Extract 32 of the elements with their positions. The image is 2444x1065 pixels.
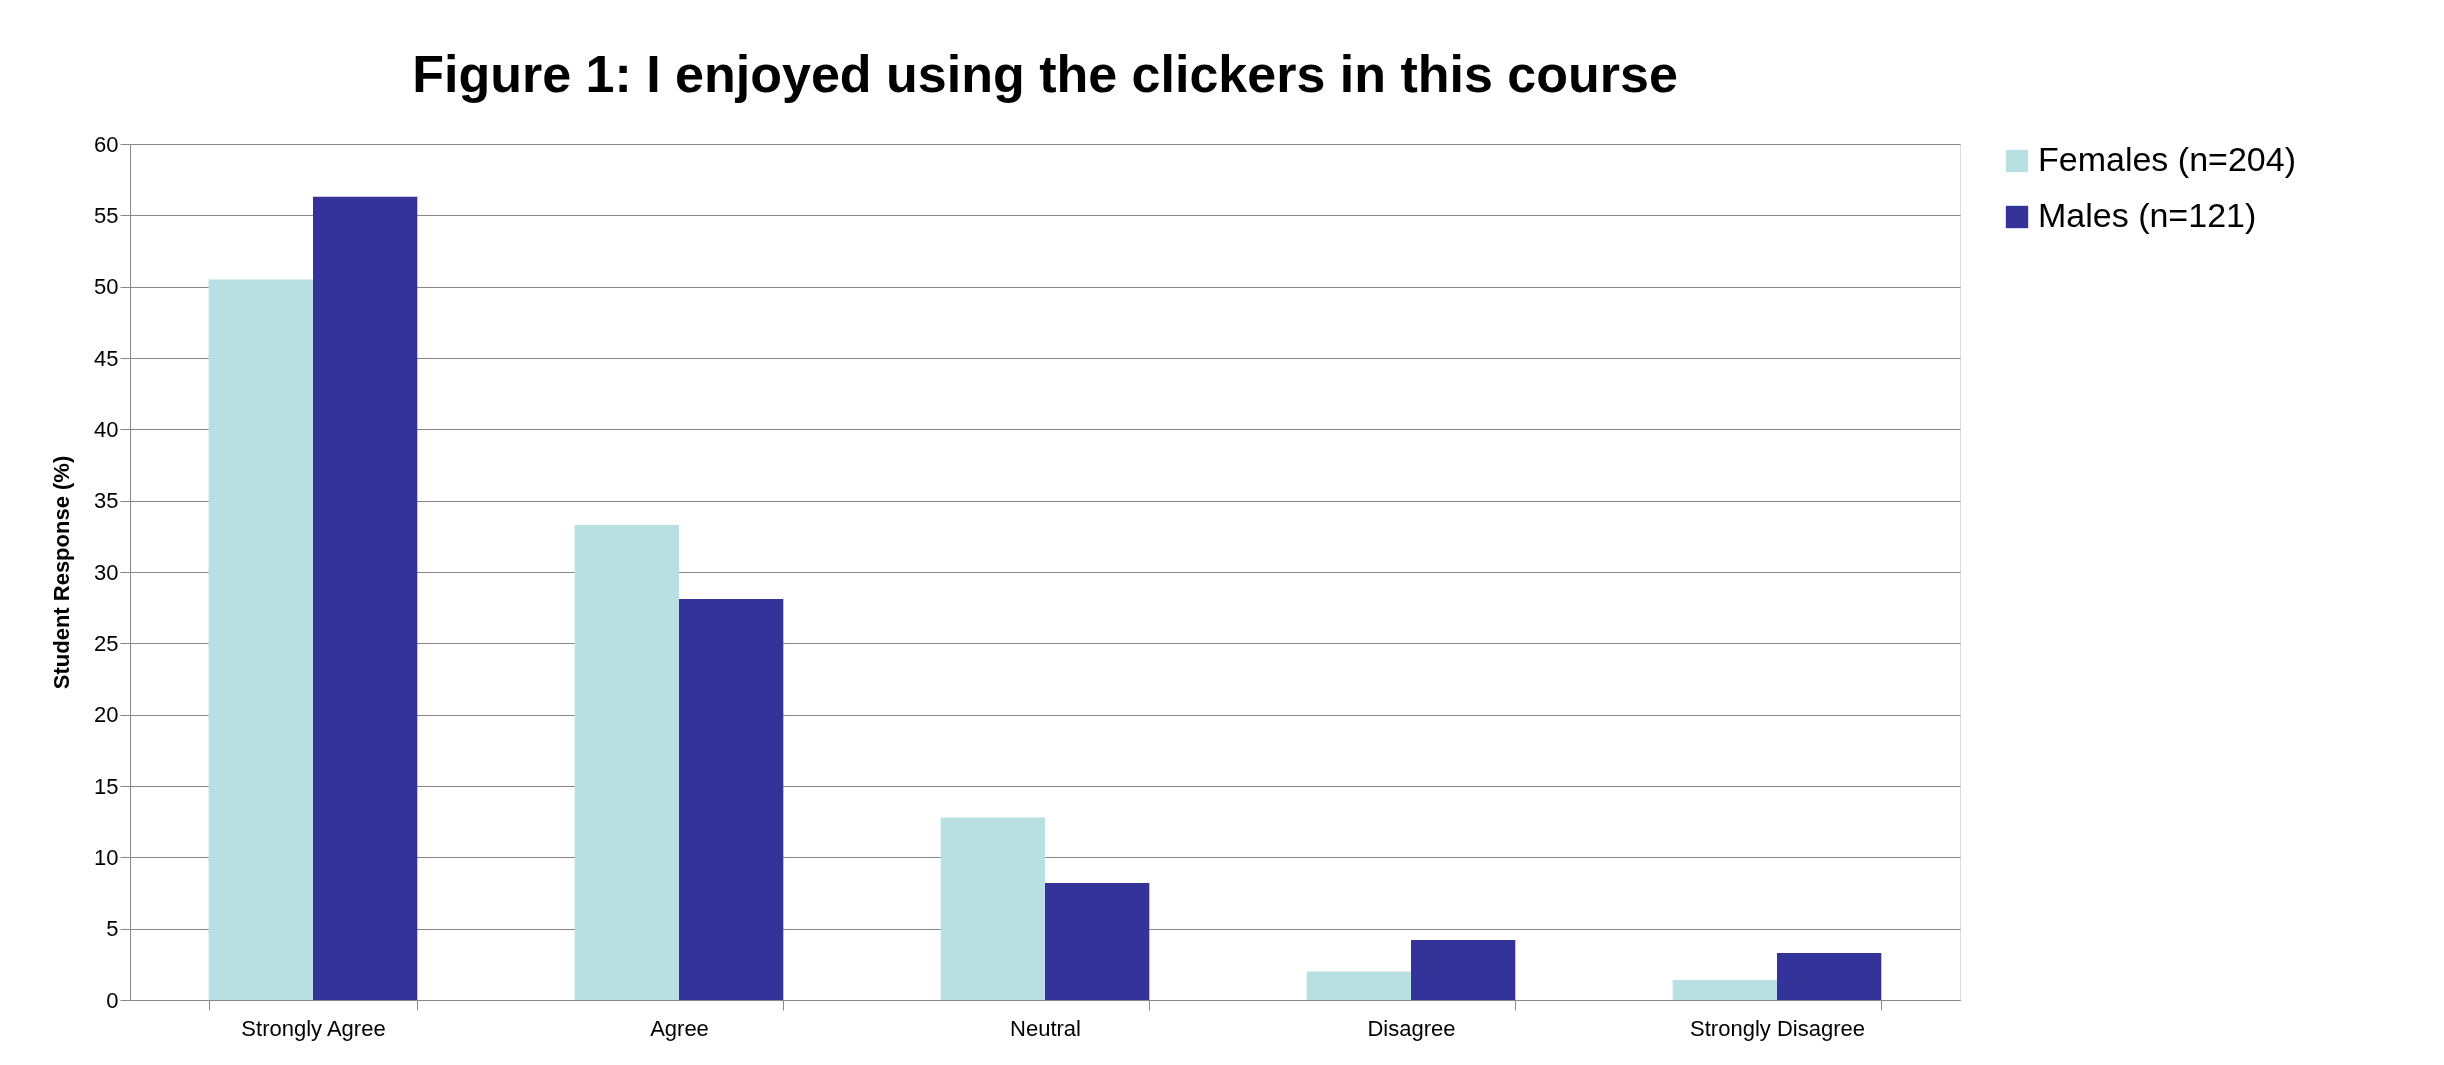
- y-axis-title: Student Response (%): [49, 455, 75, 690]
- y-tick-label: 55: [94, 202, 119, 228]
- bar: [940, 817, 1045, 1000]
- y-tick-label: 30: [94, 559, 119, 585]
- bar: [1777, 952, 1882, 1000]
- y-tick-label: 0: [106, 987, 119, 1013]
- x-tick-label: Agree: [650, 1015, 709, 1041]
- x-tick-label: Neutral: [1010, 1015, 1081, 1041]
- bar: [1045, 883, 1150, 1000]
- y-tick-label: 5: [106, 916, 119, 942]
- legend-label: Females (n=204): [2038, 140, 2296, 178]
- bar: [574, 524, 679, 1000]
- x-tick-label: Strongly Agree: [241, 1015, 386, 1041]
- legend-label: Males (n=121): [2038, 196, 2257, 234]
- bar: [1306, 971, 1411, 1000]
- bar: [208, 279, 313, 1000]
- y-tick-label: 15: [94, 773, 119, 799]
- y-tick-label: 45: [94, 345, 119, 371]
- bar: [1672, 980, 1777, 1000]
- y-tick-label: 10: [94, 844, 119, 870]
- y-tick-label: 25: [94, 630, 119, 656]
- bar: [313, 196, 418, 1000]
- y-tick-label: 60: [94, 131, 119, 157]
- bar: [1411, 940, 1516, 1000]
- x-tick-label: Strongly Disagree: [1690, 1015, 1865, 1041]
- y-tick-label: 40: [94, 416, 119, 442]
- y-tick-label: 20: [94, 702, 119, 728]
- y-tick-label: 50: [94, 274, 119, 300]
- chart-title: Figure 1: I enjoyed using the clickers in this course: [412, 45, 1678, 103]
- bar: [679, 599, 784, 1000]
- x-tick-label: Disagree: [1367, 1015, 1456, 1041]
- y-tick-label: 35: [94, 488, 119, 514]
